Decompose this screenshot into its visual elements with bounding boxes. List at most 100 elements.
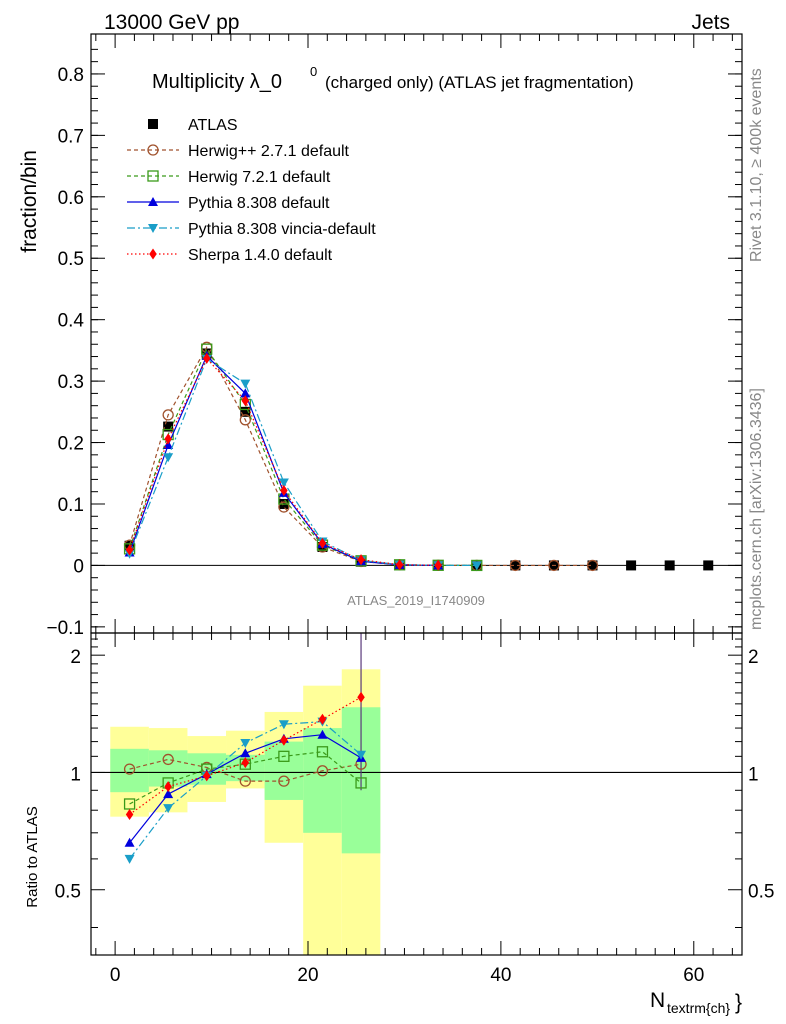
- ytick-label: 0.5: [58, 249, 84, 270]
- ratio-point-pythia: [124, 837, 135, 847]
- legend-label-vincia: Pythia 8.308 vincia-default: [188, 221, 376, 238]
- ytick-label: 0.8: [58, 65, 84, 86]
- point-pythia: [240, 388, 251, 398]
- point-sherpa: [357, 554, 365, 566]
- series-line-herwig7: [129, 347, 477, 567]
- xtick-label: 20: [297, 965, 318, 986]
- ratio-point-sherpa: [357, 691, 365, 703]
- ratio-point-herwig7: [316, 746, 329, 758]
- point-vincia: [471, 561, 482, 571]
- ratio-series-sherpa: [125, 691, 365, 820]
- legend-marker-sherpa: [149, 248, 157, 260]
- ytick-label: 0.7: [58, 126, 84, 147]
- legend-label-herwigpp: Herwig++ 2.7.1 default: [188, 143, 350, 160]
- ratio-point-vincia: [356, 750, 367, 760]
- point-vincia: [278, 478, 289, 488]
- rivet-label: Rivet 3.1.10, ≥ 400k events: [748, 68, 765, 262]
- ratio-line-herwigpp: [129, 758, 362, 782]
- title-main: Multiplicity λ_0: [152, 71, 282, 93]
- series-line-sherpa: [129, 357, 439, 566]
- band-inner: [148, 750, 188, 787]
- point-vincia: [163, 453, 174, 463]
- main-series: [123, 341, 714, 572]
- mcplots-label: mcplots.cern.ch [arXiv:1306.3436]: [748, 388, 765, 630]
- xtick-label: 0: [110, 965, 121, 986]
- ratio-point-sherpa: [241, 757, 250, 769]
- ratio-point-sherpa: [164, 781, 172, 793]
- header-left: 13000 GeV pp: [104, 11, 239, 34]
- series-herwig7: [123, 343, 483, 572]
- ratio-point-herwigpp: [278, 775, 290, 787]
- legend-label-atlas: ATLAS: [188, 117, 238, 134]
- band-inner: [264, 741, 304, 800]
- ratio-series-herwigpp: [123, 753, 367, 787]
- point-herwigpp: [162, 409, 174, 421]
- ratio-frame: [90, 632, 743, 956]
- ytick-label: 0: [73, 556, 84, 577]
- ratio-point-herwigpp: [162, 753, 174, 766]
- main-title: Multiplicity λ_0 0 (charged only) (ATLAS…: [152, 64, 634, 93]
- ratio-point-herwigpp: [239, 775, 251, 787]
- ratio-axes: 0.5 0.51 12 20 20 40 60: [55, 632, 774, 986]
- series-line-vincia: [129, 358, 477, 567]
- ratio-ytick-label: 1: [70, 764, 81, 785]
- xlabel-sub: textrm{ch}: [667, 1000, 730, 1016]
- ratio-point-vincia: [278, 720, 289, 730]
- main-axes: −0.1 0 0.1 0.2 0.3 0.4 0.5 0.6 0.7 0.8: [46, 33, 743, 639]
- point-atlas: [587, 560, 598, 571]
- series-herwigpp: [123, 341, 599, 572]
- ratio-ytick-label-right: 0.5: [748, 882, 774, 903]
- ratio-point-sherpa: [280, 734, 288, 746]
- series-line-herwigpp: [129, 346, 593, 567]
- legend-marker-herwigpp: [147, 144, 159, 156]
- ratio-series: [123, 633, 367, 864]
- legend-item-sherpa: Sherpa 1.4.0 default: [127, 247, 333, 264]
- point-vincia: [240, 379, 251, 389]
- point-herwigpp: [239, 414, 251, 426]
- ratio-point-vincia: [124, 854, 135, 864]
- legend-marker-herwig7: [147, 170, 159, 182]
- series-line-pythia: [129, 354, 439, 566]
- series-pythia: [124, 350, 444, 570]
- ratio-point-herwig7: [278, 750, 290, 762]
- ratio-bands: [91, 669, 742, 955]
- legend-item-herwigpp: Herwig++ 2.7.1 default: [127, 143, 350, 160]
- ratio-point-vincia: [240, 739, 251, 749]
- ratio-ylabel: Ratio to ATLAS: [24, 806, 41, 907]
- ratio-point-herwigpp: [316, 765, 329, 777]
- series-vincia: [124, 354, 482, 571]
- ratio-point-herwigpp: [123, 763, 136, 775]
- point-atlas: [163, 421, 174, 432]
- ratio-point-sherpa: [125, 808, 134, 820]
- series-atlas: [124, 348, 714, 571]
- legend-marker-vincia: [148, 224, 158, 233]
- legend-item-pythia: Pythia 8.308 default: [127, 195, 330, 212]
- title-rest: (charged only) (ATLAS jet fragmentation): [325, 73, 634, 92]
- series-sherpa: [125, 352, 442, 571]
- legend-item-vincia: Pythia 8.308 vincia-default: [127, 221, 376, 238]
- ytick-label: 0.4: [58, 311, 85, 332]
- xtick-label: 40: [490, 965, 511, 986]
- band-inner: [303, 728, 342, 833]
- main-ylabel: fraction/bin: [18, 150, 41, 253]
- ytick-label: 0.3: [58, 372, 84, 393]
- point-atlas: [626, 560, 637, 571]
- point-herwigpp: [548, 559, 560, 572]
- band-inner: [110, 748, 149, 793]
- point-atlas: [240, 406, 251, 417]
- legend-label-herwig7: Herwig 7.2.1 default: [188, 169, 331, 186]
- svg-text:}: }: [735, 991, 742, 1014]
- legend: ATLAS Herwig++ 2.7.1 default Herwig 7.2.1 …: [127, 117, 376, 264]
- legend-marker-pythia: [148, 197, 158, 206]
- ratio-point-sherpa: [318, 713, 327, 725]
- legend-item-atlas: ATLAS: [148, 117, 238, 134]
- legend-item-herwig7: Herwig 7.2.1 default: [127, 169, 331, 186]
- ratio-point-sherpa: [202, 770, 211, 782]
- point-atlas: [703, 560, 714, 571]
- watermark: ATLAS_2019_I1740909: [347, 593, 485, 608]
- ratio-point-pythia: [240, 748, 251, 758]
- ratio-ytick-label: 2: [70, 647, 81, 668]
- legend-label-sherpa: Sherpa 1.4.0 default: [188, 247, 333, 264]
- legend-label-pythia: Pythia 8.308 default: [188, 195, 330, 212]
